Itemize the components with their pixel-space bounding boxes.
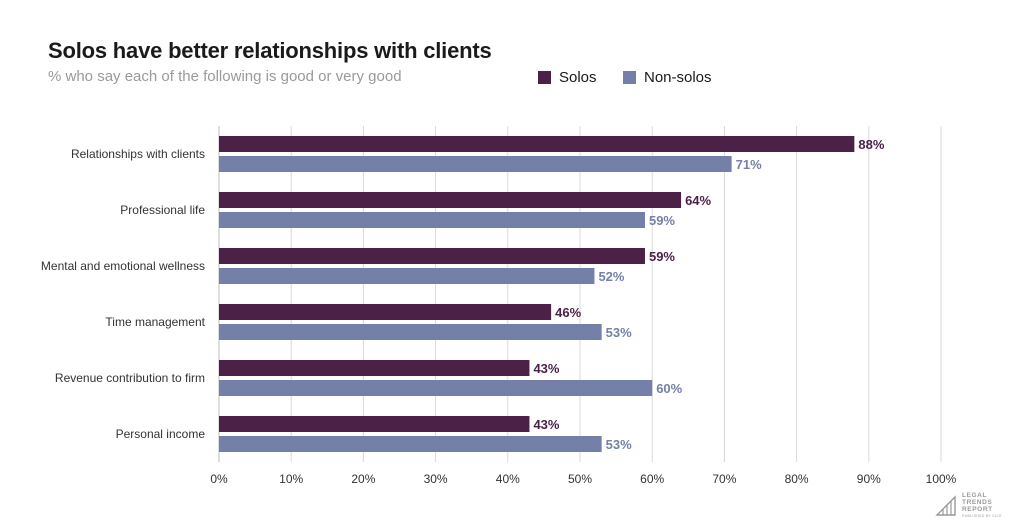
- x-tick-label: 0%: [210, 472, 228, 486]
- logo-line-1: LEGAL: [962, 492, 988, 499]
- bar-solos: [219, 304, 552, 320]
- data-label-solos: 46%: [555, 305, 581, 320]
- bar-solos: [219, 360, 530, 376]
- logo-line-3: REPORT: [962, 506, 993, 513]
- x-tick-label: 90%: [857, 472, 881, 486]
- bar-non-solos: [219, 324, 602, 340]
- legend-solos: Solos: [538, 69, 597, 86]
- logo-line-2: TRENDS: [962, 499, 993, 506]
- bar-solos: [219, 416, 530, 432]
- bar-non-solos: [219, 380, 653, 396]
- category-label: Relationships with clients: [71, 147, 205, 161]
- category-label: Mental and emotional wellness: [41, 259, 205, 273]
- legend-label-solos: Solos: [559, 69, 597, 86]
- x-tick-label: 30%: [424, 472, 448, 486]
- data-label-solos: 59%: [649, 249, 675, 264]
- x-tick-label: 50%: [568, 472, 592, 486]
- bar-solos: [219, 136, 855, 152]
- data-label-non-solos: 60%: [656, 381, 682, 396]
- x-tick-label: 70%: [712, 472, 736, 486]
- legend-non-solos: Non-solos: [623, 69, 712, 86]
- chart-subtitle: % who say each of the following is good …: [48, 68, 402, 85]
- data-label-solos: 43%: [533, 361, 559, 376]
- data-label-solos: 88%: [858, 137, 884, 152]
- chart-title: Solos have better relationships with cli…: [48, 38, 492, 63]
- bar-non-solos: [219, 212, 645, 228]
- bar-non-solos: [219, 436, 602, 452]
- bar-solos: [219, 192, 682, 208]
- category-label: Time management: [105, 315, 205, 329]
- legend-swatch-non-solos: [623, 71, 636, 84]
- data-label-solos: 43%: [533, 417, 559, 432]
- logo-mark-icon: [935, 495, 956, 516]
- bar-non-solos: [219, 156, 732, 172]
- data-label-non-solos: 53%: [606, 325, 632, 340]
- data-label-solos: 64%: [685, 193, 711, 208]
- category-label: Personal income: [116, 427, 206, 441]
- x-tick-label: 60%: [640, 472, 664, 486]
- x-tick-label: 100%: [926, 472, 957, 486]
- bar-non-solos: [219, 268, 595, 284]
- data-label-non-solos: 59%: [649, 213, 675, 228]
- x-tick-label: 20%: [351, 472, 375, 486]
- category-label: Revenue contribution to firm: [55, 371, 205, 385]
- data-label-non-solos: 71%: [736, 157, 762, 172]
- data-label-non-solos: 53%: [606, 437, 632, 452]
- x-tick-label: 80%: [785, 472, 809, 486]
- bar-solos: [219, 248, 645, 264]
- category-label: Professional life: [120, 203, 205, 217]
- logo-line-4: PUBLISHED BY CLIO: [962, 514, 1002, 518]
- x-tick-label: 40%: [496, 472, 520, 486]
- x-tick-label: 10%: [279, 472, 303, 486]
- data-label-non-solos: 52%: [598, 269, 624, 284]
- legend-swatch-solos: [538, 71, 551, 84]
- legend-label-non-solos: Non-solos: [644, 69, 712, 86]
- legal-trends-report-logo: LEGAL TRENDS REPORT PUBLISHED BY CLIO: [935, 492, 1002, 520]
